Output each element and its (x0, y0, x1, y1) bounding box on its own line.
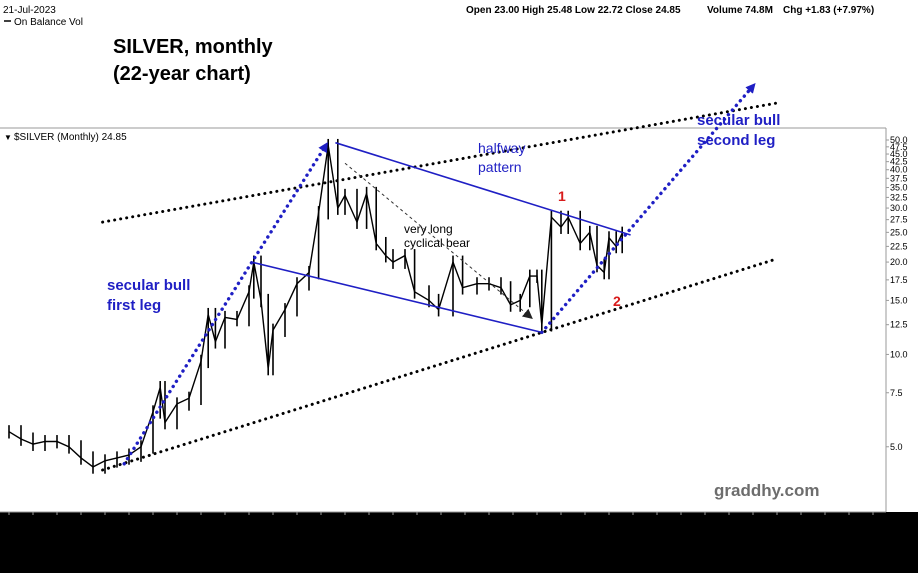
x-tick-label: 25 (652, 515, 662, 525)
x-tick-label: 17 (460, 515, 470, 525)
y-tick-label: 40.0 (890, 165, 908, 175)
x-tick-label: 18 (484, 515, 494, 525)
x-tick-label: 31 (796, 515, 806, 525)
header-change: Chg +1.83 (+7.97%) (783, 5, 874, 16)
bear-label-line1: very long (404, 222, 453, 236)
y-tick-label: 17.5 (890, 275, 908, 285)
x-tick-label: 06 (196, 515, 206, 525)
trendline-bull-leg-1 (122, 142, 328, 466)
obv-panel-label: On Balance Vol (14, 17, 83, 28)
trendline-bull-leg-2 (540, 82, 756, 335)
y-tick-label: 30.0 (890, 203, 908, 213)
y-tick-label: 35.0 (890, 183, 908, 193)
trendline-channel-lower (251, 261, 542, 334)
price-series (8, 138, 624, 474)
header-volume: Volume 74.8M (707, 5, 773, 16)
bull2-label-line2: second leg (697, 132, 775, 149)
halfway-label-line1: halfway (478, 140, 525, 156)
price-panel-icon: ▼ (4, 133, 12, 142)
bull2-label-line1: secular bull (697, 112, 780, 129)
x-tick-label: 11 (316, 515, 325, 525)
y-tick-label: 5.0 (890, 442, 903, 452)
x-tick-label: 34 (868, 515, 878, 525)
price-panel-label: $SILVER (Monthly) 24.85 (14, 132, 127, 143)
x-tick-label: 32 (820, 515, 830, 525)
y-tick-label: 20.0 (890, 257, 908, 267)
y-tick-label: 45.0 (890, 149, 908, 159)
header-ohlc: Open 23.00 High 25.48 Low 22.72 Close 24… (466, 5, 681, 16)
x-tick-label: 15 (412, 515, 422, 525)
y-tick-label: 10.0 (890, 349, 908, 359)
chart-title-line2: (22-year chart) (113, 63, 251, 85)
y-tick-label: 15.0 (890, 295, 908, 305)
x-tick-label: 30 (772, 515, 782, 525)
trendline-channel-upper (335, 141, 631, 236)
x-tick-label: 10 (292, 515, 302, 525)
x-tick-label: 26 (676, 515, 686, 525)
x-tick-label: 22 (580, 515, 590, 525)
y-tick-label: 47.5 (890, 142, 908, 152)
bull1-label-line1: secular bull (107, 277, 190, 294)
x-tick-label: 33 (844, 515, 854, 525)
x-tick-label: 02 (100, 515, 110, 525)
trendline-bear-path (344, 162, 533, 319)
x-axis-ticks: 98 99 00 01 02 03 04 05 06 07 08 09 10 11 12 13 14 15 16 17… (4, 512, 878, 525)
y-axis-ticks: 5.0 7.5 10.0 12.5 15.0 17.5 20.0 22.5 25.0 27.5 30… (886, 135, 908, 452)
x-tick-label: 99 (28, 515, 38, 525)
x-tick-label: 21 (556, 515, 566, 525)
x-tick-label: 28 (724, 515, 734, 525)
y-tick-label: 12.5 (890, 320, 908, 330)
bull1-label-line2: first leg (107, 297, 161, 314)
x-tick-label: 00 (52, 515, 62, 525)
trendline-outer-lower (101, 257, 779, 472)
x-tick-label: 08 (244, 515, 254, 525)
x-tick-label: 04 (148, 515, 158, 525)
y-tick-label: 37.5 (890, 173, 908, 183)
watermark: graddhy.com (714, 481, 819, 500)
x-tick-label: 12 (340, 515, 350, 525)
trendline-layer (101, 82, 779, 472)
marker-2: 2 (613, 293, 621, 309)
x-tick-label: 23 (604, 515, 614, 525)
x-tick-label: 16 (436, 515, 446, 525)
halfway-label-line2: pattern (478, 159, 522, 175)
x-tick-label: 20 (532, 515, 542, 525)
bear-label-line2: cyclical bear (404, 236, 470, 250)
y-tick-label: 25.0 (890, 227, 908, 237)
x-tick-label: 29 (748, 515, 758, 525)
x-tick-label: 03 (124, 515, 134, 525)
chart-title-line1: SILVER, monthly (113, 36, 274, 58)
x-tick-label: 19 (508, 515, 518, 525)
y-tick-label: 7.5 (890, 388, 903, 398)
y-tick-label: 27.5 (890, 215, 908, 225)
trendline-outer-upper (101, 101, 779, 224)
x-tick-label: 07 (220, 515, 230, 525)
y-tick-label: 32.5 (890, 192, 908, 202)
x-tick-label: 27 (700, 515, 710, 525)
x-tick-label: 24 (628, 515, 638, 525)
x-tick-label: 09 (268, 515, 278, 525)
x-tick-label: 05 (172, 515, 182, 525)
x-tick-label: 13 (364, 515, 374, 525)
y-tick-label: 42.5 (890, 157, 908, 167)
x-tick-label: 01 (76, 515, 86, 525)
marker-1: 1 (558, 188, 566, 204)
x-tick-label: 14 (388, 515, 398, 525)
y-tick-label: 50.0 (890, 135, 908, 145)
header-date: 21-Jul-2023 (3, 5, 56, 16)
x-tick-label: 98 (4, 515, 14, 525)
y-tick-label: 22.5 (890, 241, 908, 251)
